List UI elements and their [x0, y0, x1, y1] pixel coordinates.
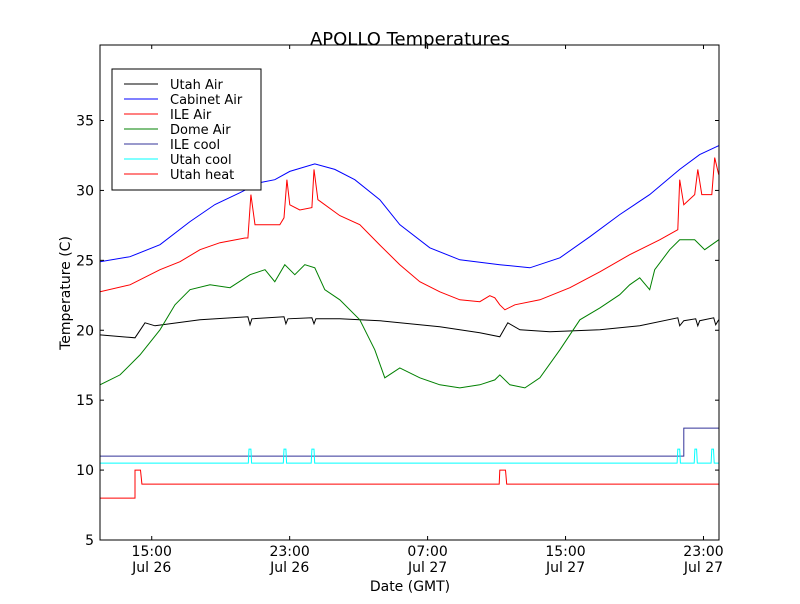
series-line-utah-cool [100, 448, 719, 464]
series-line-utah-heat [100, 469, 719, 499]
x-tick-label-date: Jul 27 [407, 560, 447, 576]
series-layer [100, 145, 719, 499]
series-line-utah-air [100, 316, 719, 339]
legend-label: ILE Air [170, 108, 212, 123]
legend-label: Dome Air [170, 123, 231, 138]
x-tick-label-time: 23:00 [683, 544, 723, 560]
y-tick-label: 30 [76, 183, 94, 199]
y-tick-label: 35 [76, 114, 94, 130]
series-line-ile-air [100, 157, 719, 311]
x-tick-label-time: 23:00 [269, 544, 309, 560]
x-tick-label-date: Jul 26 [269, 560, 309, 576]
y-tick-label: 5 [85, 533, 94, 549]
legend-label: Utah heat [170, 168, 234, 183]
x-tick-label-date: Jul 27 [545, 560, 585, 576]
y-tick-label: 15 [76, 393, 94, 409]
chart-title: APOLLO Temperatures [310, 29, 510, 50]
x-tick-label-time: 07:00 [407, 544, 447, 560]
legend-label: Utah cool [170, 153, 232, 168]
legend-label: Utah Air [170, 78, 223, 93]
y-tick-label: 25 [76, 253, 94, 269]
x-tick-label-time: 15:00 [132, 544, 172, 560]
legend-label: Cabinet Air [170, 93, 243, 108]
y-axis-label: Temperature (C) [58, 236, 74, 351]
series-line-ile-cool [100, 427, 719, 457]
series-line-cabinet-air [100, 145, 719, 269]
x-tick-label-time: 15:00 [545, 544, 585, 560]
x-tick-label-date: Jul 27 [683, 560, 723, 576]
y-tick-label: 10 [76, 463, 94, 479]
y-tick-label: 20 [76, 323, 94, 339]
plot-frame [99, 44, 720, 541]
x-tick-label-date: Jul 26 [131, 560, 171, 576]
legend-label: ILE cool [170, 138, 220, 153]
x-axis-label: Date (GMT) [370, 579, 450, 595]
series-line-dome-air [100, 239, 719, 389]
